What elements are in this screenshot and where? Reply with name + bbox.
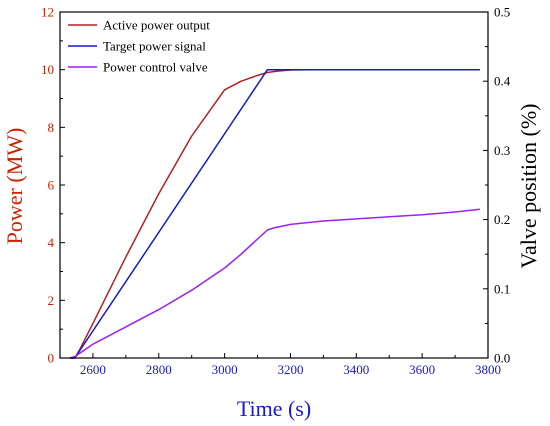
x-tick-label: 3400 [343,362,369,377]
y-left-tick-label: 10 [41,62,54,77]
series-line-2 [69,208,480,359]
y-right-tick-label: 0.3 [494,143,510,158]
x-tick-label: 3600 [409,362,435,377]
series-layer [69,68,480,359]
y-left-tick-label: 4 [48,235,55,250]
x-tick-label: 3000 [212,362,238,377]
x-tick-label: 2800 [146,362,172,377]
y-axis-title-left: Power (MW) [2,128,27,245]
y-axis-title-right: Valve position (%) [516,104,541,269]
legend-label-0: Active power output [103,18,210,33]
y-left-tick-label: 0 [48,351,55,366]
y-left-tick-label: 6 [48,178,55,193]
x-tick-label: 2600 [80,362,106,377]
ticks-layer: 2600 2800 3000 3200 3400 3600 3800 0 2 4 6 8 10 12 0.0… [41,5,511,378]
y-right-tick-label: 0.4 [494,74,511,89]
legend: Active power output Target power signal Po… [68,18,210,75]
x-axis-title: Time (s) [237,396,311,421]
series-line-1 [69,68,480,359]
y-right-tick-label: 0.0 [494,351,510,366]
y-left-tick-label: 2 [48,293,55,308]
x-tick-label: 3800 [475,362,501,377]
series-line-0 [69,68,480,359]
y-right-tick-label: 0.2 [494,212,510,227]
legend-label-1: Target power signal [103,39,206,54]
x-tick-label: 3200 [277,362,303,377]
y-right-tick-label: 0.5 [494,5,510,20]
y-left-tick-label: 8 [48,120,55,135]
legend-label-2: Power control valve [103,60,208,75]
y-left-tick-label: 12 [41,5,54,20]
y-right-tick-label: 0.1 [494,281,510,296]
